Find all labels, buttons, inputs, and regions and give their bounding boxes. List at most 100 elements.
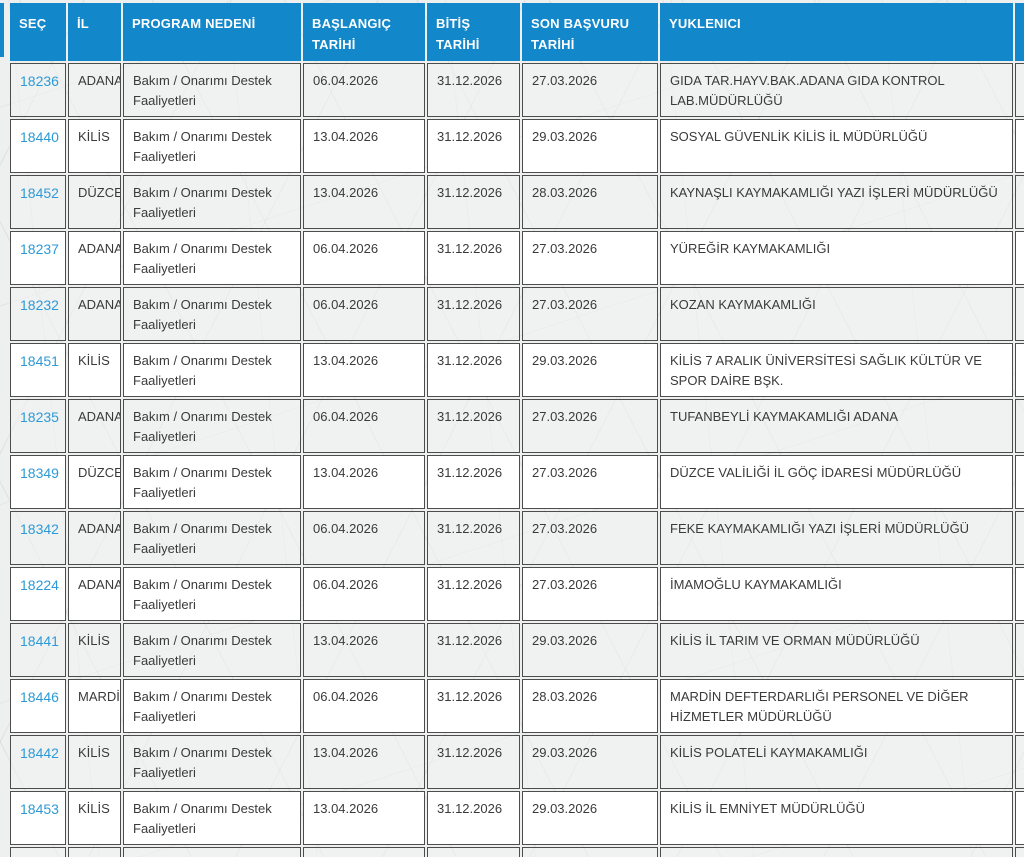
table-row: 18237 ADANA Bakım / Onarımı Destek Faaliye… xyxy=(10,231,1024,285)
cell-il: ADANA xyxy=(68,287,121,341)
cell-yuklenici: KİLİS İL TARIM VE ORMAN MÜDÜRLÜĞÜ xyxy=(660,623,1013,677)
cell-il: DÜZCE xyxy=(68,175,121,229)
program-id-link[interactable]: 18441 xyxy=(20,633,59,649)
cell-yuklenici: SOSYAL GÜVENLİK KİLİS İL MÜDÜRLÜĞÜ xyxy=(660,119,1013,173)
cell-il: KİLİS xyxy=(68,343,121,397)
cell-sec: 18451 xyxy=(10,343,66,397)
cell-clipped xyxy=(1015,623,1024,677)
cell-clipped xyxy=(1015,119,1024,173)
cell-neden: Bakım / Onarımı Destek Faaliyetleri xyxy=(123,511,301,565)
cell-baslangic: 06.04.2026 xyxy=(303,567,425,621)
column-header-bitis: BİTİŞ TARİHİ xyxy=(427,3,520,61)
cell-baslangic: 06.04.2026 xyxy=(303,847,425,857)
cell-clipped xyxy=(1015,175,1024,229)
cell-sec: 18349 xyxy=(10,455,66,509)
cell-bitis: 31.12.2026 xyxy=(427,735,520,789)
column-header-yuklenici: YUKLENICI xyxy=(660,3,1013,61)
cell-yuklenici: MARDİN DEFTERDARLIĞI PERSONEL VE DİĞER H… xyxy=(660,679,1013,733)
cell-neden: Bakım / Onarımı Destek Faaliyetleri xyxy=(123,623,301,677)
cell-bitis: 31.12.2026 xyxy=(427,287,520,341)
cell-neden: Bakım / Onarımı Destek Faaliyetleri xyxy=(123,343,301,397)
program-id-link[interactable]: 18235 xyxy=(20,409,59,425)
cell-sec: 18232 xyxy=(10,287,66,341)
cell-clipped xyxy=(1015,679,1024,733)
cell-yuklenici: KİLİS 7 ARALIK ÜNİVERSİTESİ SAĞLIK KÜLTÜ… xyxy=(660,343,1013,397)
cell-bitis: 31.12.2026 xyxy=(427,399,520,453)
cell-baslangic: 13.04.2026 xyxy=(303,175,425,229)
cell-il: ADANA xyxy=(68,399,121,453)
cell-bitis: 31.12.2026 xyxy=(427,511,520,565)
cell-baslangic: 06.04.2026 xyxy=(303,679,425,733)
cell-bitis: 31.12.2026 xyxy=(427,679,520,733)
cell-neden: Bakım / Onarımı Destek Faaliyetleri xyxy=(123,679,301,733)
cell-yuklenici: TUFANBEYLİ KAYMAKAMLIĞI ADANA xyxy=(660,399,1013,453)
table-row: 18227ADANABakım / Onarımı Destek Faaliye… xyxy=(10,847,1024,857)
cell-bitis: 31.12.2026 xyxy=(427,847,520,857)
cell-bitis: 31.12.2026 xyxy=(427,119,520,173)
clipped-left-column-header-fragment xyxy=(0,3,4,57)
cell-neden: Bakım / Onarımı Destek Faaliyetleri xyxy=(123,847,301,857)
cell-clipped xyxy=(1015,567,1024,621)
cell-il: ADANA xyxy=(68,567,121,621)
table-row: 18342 ADANA Bakım / Onarımı Destek Faaliye… xyxy=(10,511,1024,565)
cell-yuklenici: KİLİS İL EMNİYET MÜDÜRLÜĞÜ xyxy=(660,791,1013,845)
cell-baslangic: 13.04.2026 xyxy=(303,791,425,845)
program-id-link[interactable]: 18349 xyxy=(20,465,59,481)
cell-clipped xyxy=(1015,735,1024,789)
cell-yuklenici: KOZAN KAYMAKAMLIĞI xyxy=(660,287,1013,341)
cell-il: ADANA xyxy=(68,231,121,285)
cell-clipped xyxy=(1015,791,1024,845)
cell-bitis: 31.12.2026 xyxy=(427,63,520,117)
cell-clipped xyxy=(1015,399,1024,453)
column-header-son_basvuru: SON BAŞVURU TARİHİ xyxy=(522,3,658,61)
table-row: 18442 KİLİS Bakım / Onarımı Destek Faaliye… xyxy=(10,735,1024,789)
cell-sec: 18452 xyxy=(10,175,66,229)
cell-clipped xyxy=(1015,847,1024,857)
cell-neden: Bakım / Onarımı Destek Faaliyetleri xyxy=(123,735,301,789)
header-row: SEÇ İL PROGRAM NEDENİ BAŞLANGIÇ TARİHİ BİTİŞ… xyxy=(10,3,1024,61)
program-id-link[interactable]: 18452 xyxy=(20,185,59,201)
cell-il: ADANA xyxy=(68,847,121,857)
program-id-link[interactable]: 18440 xyxy=(20,129,59,145)
table-row: 18440 KİLİS Bakım / Onarımı Destek Faaliye… xyxy=(10,119,1024,173)
cell-bitis: 31.12.2026 xyxy=(427,567,520,621)
cell-clipped xyxy=(1015,63,1024,117)
program-id-link[interactable]: 18453 xyxy=(20,801,59,817)
cell-il: KİLİS xyxy=(68,623,121,677)
program-id-link[interactable]: 18451 xyxy=(20,353,59,369)
cell-bitis: 31.12.2026 xyxy=(427,791,520,845)
cell-sec: 18236 xyxy=(10,63,66,117)
cell-baslangic: 13.04.2026 xyxy=(303,119,425,173)
cell-il: KİLİS xyxy=(68,735,121,789)
table-row: 18232 ADANA Bakım / Onarımı Destek Faaliye… xyxy=(10,287,1024,341)
cell-clipped xyxy=(1015,231,1024,285)
cell-sec: 18453 xyxy=(10,791,66,845)
program-id-link[interactable]: 18237 xyxy=(20,241,59,257)
cell-neden: Bakım / Onarımı Destek Faaliyetleri xyxy=(123,63,301,117)
cell-son_basvuru: 27.03.2026 xyxy=(522,455,658,509)
table-row: 18446 MARDİNBakım / Onarımı Destek Faaliy… xyxy=(10,679,1024,733)
cell-bitis: 31.12.2026 xyxy=(427,175,520,229)
cell-neden: Bakım / Onarımı Destek Faaliyetleri xyxy=(123,287,301,341)
program-id-link[interactable]: 18442 xyxy=(20,745,59,761)
cell-baslangic: 06.04.2026 xyxy=(303,231,425,285)
program-id-link[interactable]: 18342 xyxy=(20,521,59,537)
cell-il: ADANA xyxy=(68,511,121,565)
table-row: 18452 DÜZCE Bakım / Onarımı Destek Faaliye… xyxy=(10,175,1024,229)
cell-son_basvuru: 27.03.2026 xyxy=(522,287,658,341)
cell-neden: Bakım / Onarımı Destek Faaliyetleri xyxy=(123,175,301,229)
table-row: 18235 ADANA Bakım / Onarımı Destek Faaliye… xyxy=(10,399,1024,453)
cell-son_basvuru: 29.03.2026 xyxy=(522,791,658,845)
program-id-link[interactable]: 18224 xyxy=(20,577,59,593)
table-row: 18441 KİLİS Bakım / Onarımı Destek Faaliye… xyxy=(10,623,1024,677)
cell-yuklenici: KARAİSALI KAYMAKAMLIĞI xyxy=(660,847,1013,857)
table-row: 18451 KİLİS Bakım / Onarımı Destek Faaliye… xyxy=(10,343,1024,397)
cell-neden: Bakım / Onarımı Destek Faaliyetleri xyxy=(123,119,301,173)
program-id-link[interactable]: 18236 xyxy=(20,73,59,89)
cell-neden: Bakım / Onarımı Destek Faaliyetleri xyxy=(123,231,301,285)
cell-clipped xyxy=(1015,287,1024,341)
table-scroll-area: SEÇ İL PROGRAM NEDENİ BAŞLANGIÇ TARİHİ BİTİŞ… xyxy=(8,1,1024,857)
program-id-link[interactable]: 18232 xyxy=(20,297,59,313)
program-id-link[interactable]: 18446 xyxy=(20,689,59,705)
